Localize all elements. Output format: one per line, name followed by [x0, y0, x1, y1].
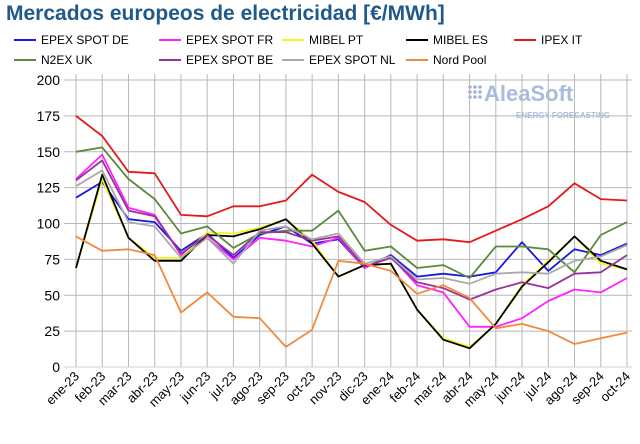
- legend-item: EPEX SPOT NL: [282, 53, 395, 67]
- series-line-ipex-it: [75, 115, 628, 244]
- legend-swatch: [14, 59, 36, 61]
- series-line-mibel-es: [75, 173, 628, 350]
- legend-label: EPEX SPOT NL: [309, 53, 396, 67]
- y-tick-label: 100: [37, 216, 61, 232]
- legend-label: IPEX IT: [541, 33, 583, 47]
- x-tick-label: oct-24: [597, 369, 633, 405]
- legend-label: EPEX SPOT BE: [186, 53, 274, 67]
- y-tick-label: 0: [52, 359, 60, 375]
- legend-item: Nord Pool: [406, 53, 486, 67]
- legend-label: EPEX SPOT FR: [186, 33, 274, 47]
- legend-swatch: [159, 59, 181, 61]
- series-line-epex-spot-be: [75, 159, 628, 301]
- legend-label: MIBEL PT: [309, 33, 364, 47]
- legend-item: EPEX SPOT BE: [159, 53, 273, 67]
- series-line-n2ex-uk: [75, 146, 628, 279]
- chart-title: Mercados europeos de electricidad [€/MWh…: [6, 2, 445, 25]
- legend-item: MIBEL PT: [282, 33, 363, 47]
- legend-label: MIBEL ES: [433, 33, 488, 47]
- y-tick-label: 150: [37, 144, 61, 160]
- y-tick-label: 175: [37, 108, 61, 124]
- legend-item: N2EX UK: [14, 53, 92, 67]
- legend-item: EPEX SPOT DE: [14, 33, 129, 47]
- series-line-epex-spot-nl: [75, 169, 628, 285]
- legend-item: IPEX IT: [514, 33, 582, 47]
- y-tick-label: 200: [37, 72, 61, 88]
- x-tick-label: ene-23: [43, 369, 82, 408]
- y-tick-label: 25: [44, 323, 60, 339]
- watermark-brand: AleaSoft: [484, 81, 574, 106]
- legend-swatch: [14, 39, 36, 41]
- y-tick-label: 75: [44, 251, 60, 267]
- legend-label: N2EX UK: [41, 53, 93, 67]
- legend-item: MIBEL ES: [406, 33, 488, 47]
- legend-swatch: [406, 39, 428, 41]
- legend-swatch: [159, 39, 181, 41]
- legend-label: Nord Pool: [433, 53, 487, 67]
- watermark-logo: [468, 85, 482, 99]
- legend-swatch: [282, 59, 304, 61]
- legend-swatch: [406, 59, 428, 61]
- series-line-nord-pool: [75, 235, 628, 348]
- legend-item: EPEX SPOT FR: [159, 33, 273, 47]
- legend-label: EPEX SPOT DE: [41, 33, 129, 47]
- legend-swatch: [282, 39, 304, 41]
- y-tick-label: 50: [44, 287, 60, 303]
- legend-swatch: [514, 39, 536, 41]
- y-tick-label: 125: [37, 180, 61, 196]
